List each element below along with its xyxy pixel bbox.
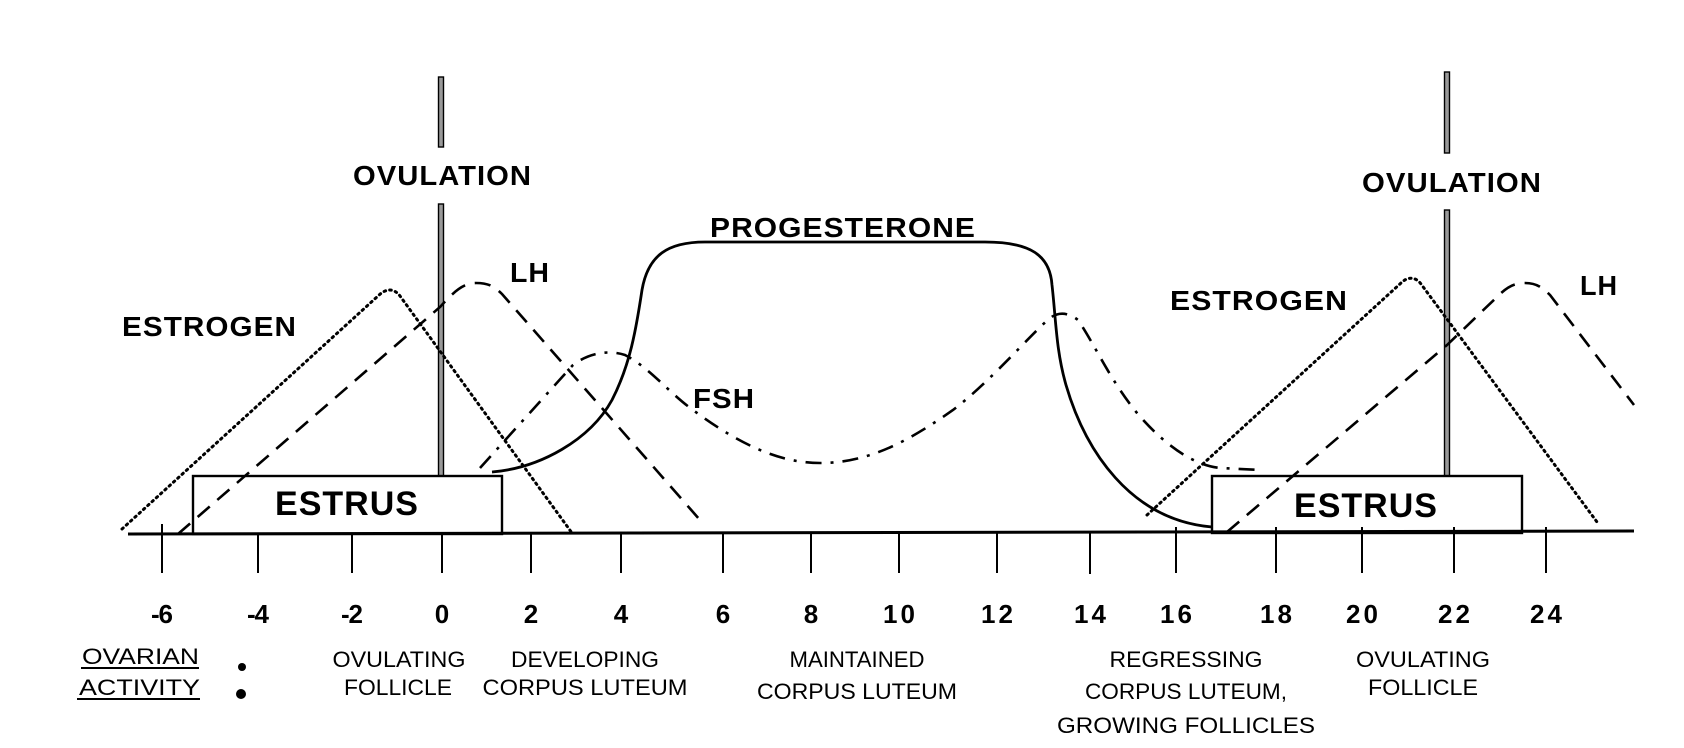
ovarian-heading-line2: ACTIVITY: [79, 675, 200, 700]
tick-label: 4: [614, 599, 629, 629]
phase-3-line1: REGRESSING: [1110, 647, 1263, 672]
phase-4-line2: FOLLICLE: [1368, 675, 1478, 700]
tick-label: 24: [1530, 599, 1563, 629]
x-axis-tick-labels: -6 -4 -2 0 2 4 6 8 10 12 14 16 18 20 22 …: [151, 599, 1563, 629]
x-axis-ticks: [161, 524, 1547, 574]
lh-curve-left: [177, 281, 701, 535]
ovarian-activity-phases: OVULATING FOLLICLE DEVELOPING CORPUS LUT…: [333, 647, 1491, 738]
tick-label: 16: [1160, 599, 1192, 629]
fsh-curve: [479, 312, 1261, 472]
tick-label: -4: [247, 599, 270, 629]
tick-label: 22: [1438, 599, 1470, 629]
colon-dot-icon: [238, 663, 246, 671]
estrogen-curve-left: [120, 288, 574, 535]
ovarian-heading-line1: OVARIAN: [82, 644, 199, 669]
tick-label: 2: [524, 599, 538, 629]
colon-dot-icon: [236, 689, 246, 699]
ovulation-label-left: OVULATION: [353, 160, 532, 191]
tick-label: -2: [341, 599, 363, 629]
tick-label: 0: [435, 599, 449, 629]
x-axis-line: [127, 529, 1635, 536]
phase-4-line1: OVULATING: [1356, 647, 1490, 672]
tick-label: 20: [1346, 599, 1378, 629]
ovulation-label-right: OVULATION: [1362, 167, 1542, 198]
progesterone-label: PROGESTERONE: [710, 212, 976, 243]
lh-label-left: LH: [510, 257, 550, 288]
tick-label: -6: [151, 599, 173, 629]
estrogen-curve-right: [1145, 276, 1599, 524]
lh-label-right: LH: [1580, 270, 1618, 301]
fsh-label: FSH: [693, 383, 755, 414]
progesterone-curve: [491, 240, 1213, 529]
estrogen-label-left: ESTROGEN: [122, 311, 297, 342]
tick-label: 8: [804, 599, 818, 629]
ovarian-activity-heading: OVARIAN ACTIVITY: [77, 644, 246, 700]
phase-3-line3: GROWING FOLLICLES: [1057, 713, 1315, 738]
estrus-label-right: ESTRUS: [1294, 487, 1438, 525]
phase-2-line1: MAINTAINED: [790, 647, 925, 672]
phase-2-line2: CORPUS LUTEUM: [757, 679, 957, 704]
lh-curve-right: [1226, 281, 1636, 533]
phase-3-line2: CORPUS LUTEUM,: [1085, 679, 1287, 704]
tick-label: 14: [1074, 599, 1107, 629]
estrogen-label-right: ESTROGEN: [1170, 285, 1348, 316]
tick-label: 6: [716, 599, 730, 629]
phase-1-line2: CORPUS LUTEUM: [483, 675, 688, 700]
ovulation-line-left: [437, 76, 445, 477]
tick-label: 18: [1260, 599, 1292, 629]
estrus-box-left: [191, 474, 504, 536]
tick-label: 12: [981, 599, 1013, 629]
phase-0-line2: FOLLICLE: [344, 675, 452, 700]
tick-label: 10: [883, 599, 915, 629]
phase-0-line1: OVULATING: [333, 647, 466, 672]
estrus-label-left: ESTRUS: [275, 485, 419, 523]
phase-1-line1: DEVELOPING: [511, 647, 659, 672]
ovulation-line-right: [1443, 71, 1451, 477]
